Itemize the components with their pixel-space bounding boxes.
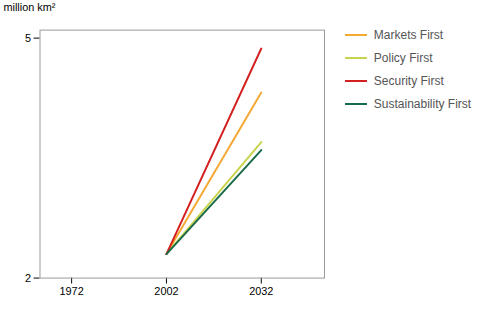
svg-text:1972: 1972 — [60, 285, 84, 297]
svg-text:5: 5 — [25, 32, 31, 44]
html-text:Security First: Security First — [373, 74, 444, 88]
html-text:Markets First: Markets First — [373, 28, 444, 42]
svg-text:2032: 2032 — [249, 285, 273, 297]
svg-text:2002: 2002 — [154, 285, 178, 297]
svg-text:2: 2 — [25, 272, 31, 284]
html-text:Sustainability First: Sustainability First — [373, 97, 472, 111]
html-text:Policy First: Policy First — [373, 51, 433, 65]
svg-text:million km²: million km² — [3, 1, 55, 13]
